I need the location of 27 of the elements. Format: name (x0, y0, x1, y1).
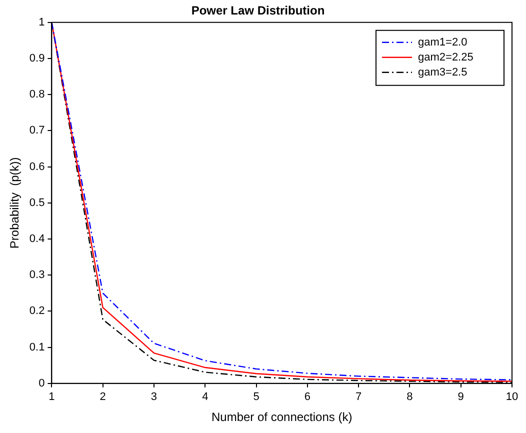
y-tick-label: 0.2 (29, 305, 45, 318)
y-tick-label: 0.5 (29, 196, 45, 209)
legend-label: gam2=2.25 (418, 51, 474, 64)
x-tick-label: 6 (304, 391, 310, 404)
y-tick-label: 0.9 (29, 52, 45, 65)
x-tick-label: 5 (253, 391, 260, 404)
y-tick-label: 0.8 (29, 88, 45, 101)
y-tick-label: 1 (38, 16, 45, 28)
chart-title: Power Law Distribution (191, 4, 325, 18)
x-tick-label: 2 (100, 391, 106, 404)
x-tick-label: 9 (458, 391, 464, 404)
legend-label: gam1=2.0 (418, 36, 468, 48)
x-tick-label: 1 (48, 391, 55, 404)
y-tick-label: 0.7 (29, 124, 45, 137)
x-tick-label: 7 (356, 391, 362, 404)
y-tick-label: 0 (38, 377, 45, 390)
x-tick-label: 8 (406, 391, 413, 404)
x-tick-label: 10 (506, 391, 518, 404)
legend-label: gam3=2.5 (418, 66, 468, 78)
y-tick-label: 0.3 (29, 269, 45, 282)
y-tick-label: 0.1 (29, 341, 45, 354)
y-tick-label: 0.6 (29, 160, 45, 173)
x-tick-label: 3 (150, 391, 158, 404)
x-tick-label: 4 (202, 391, 208, 404)
x-axis-title: Number of connections (k) (211, 410, 352, 424)
y-tick-label: 0.4 (29, 233, 45, 246)
y-axis-title: Probability (p(k)) (8, 157, 22, 249)
